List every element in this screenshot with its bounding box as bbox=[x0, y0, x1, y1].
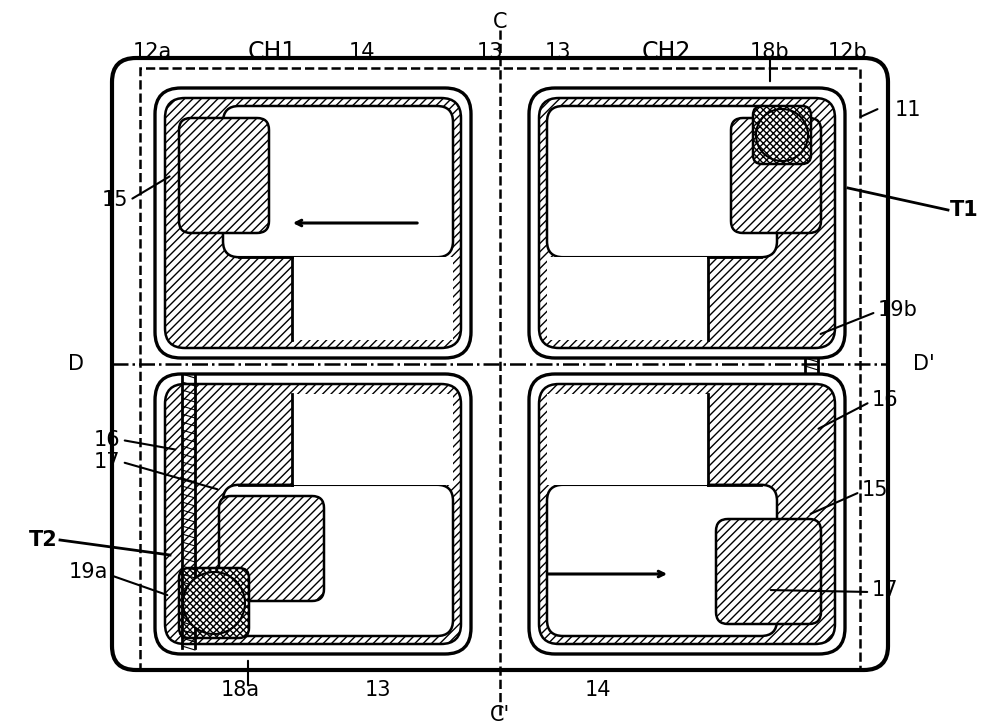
FancyBboxPatch shape bbox=[219, 496, 324, 601]
FancyBboxPatch shape bbox=[547, 106, 777, 257]
Text: 11: 11 bbox=[895, 100, 921, 120]
Text: 19a: 19a bbox=[69, 562, 108, 582]
Text: D: D bbox=[68, 354, 84, 374]
FancyBboxPatch shape bbox=[539, 98, 835, 348]
FancyBboxPatch shape bbox=[539, 384, 835, 644]
FancyBboxPatch shape bbox=[529, 374, 845, 654]
Text: 18b: 18b bbox=[750, 42, 790, 62]
Text: 15: 15 bbox=[862, 480, 889, 500]
FancyBboxPatch shape bbox=[529, 88, 845, 358]
Text: 18a: 18a bbox=[220, 680, 260, 700]
FancyBboxPatch shape bbox=[223, 485, 453, 636]
Polygon shape bbox=[292, 257, 453, 340]
Polygon shape bbox=[547, 394, 708, 485]
Circle shape bbox=[183, 572, 245, 634]
FancyBboxPatch shape bbox=[179, 568, 249, 638]
Text: C: C bbox=[493, 12, 507, 32]
FancyBboxPatch shape bbox=[731, 118, 821, 233]
Text: D': D' bbox=[913, 354, 935, 374]
Text: 13: 13 bbox=[545, 42, 571, 62]
Text: 13: 13 bbox=[365, 680, 391, 700]
Text: C': C' bbox=[490, 705, 510, 725]
Text: T2: T2 bbox=[29, 530, 58, 550]
FancyBboxPatch shape bbox=[155, 88, 471, 358]
FancyBboxPatch shape bbox=[112, 58, 888, 670]
Text: 14: 14 bbox=[585, 680, 611, 700]
FancyBboxPatch shape bbox=[179, 118, 269, 233]
Polygon shape bbox=[292, 394, 453, 485]
FancyBboxPatch shape bbox=[716, 519, 821, 624]
Text: 15: 15 bbox=[102, 190, 128, 210]
Text: 16: 16 bbox=[872, 390, 899, 410]
Text: 13: 13 bbox=[477, 42, 503, 62]
Text: 12b: 12b bbox=[828, 42, 868, 62]
FancyBboxPatch shape bbox=[223, 106, 453, 257]
Circle shape bbox=[756, 109, 808, 161]
Text: 12a: 12a bbox=[132, 42, 172, 62]
FancyBboxPatch shape bbox=[547, 485, 777, 636]
Text: 14: 14 bbox=[349, 42, 375, 62]
Text: 16: 16 bbox=[93, 430, 120, 450]
FancyBboxPatch shape bbox=[165, 98, 461, 348]
Polygon shape bbox=[547, 257, 708, 340]
FancyBboxPatch shape bbox=[155, 374, 471, 654]
Text: T1: T1 bbox=[950, 200, 979, 220]
FancyBboxPatch shape bbox=[165, 384, 461, 644]
Text: CH2: CH2 bbox=[641, 40, 691, 64]
Text: CH1: CH1 bbox=[247, 40, 297, 64]
Text: 19b: 19b bbox=[878, 300, 918, 320]
FancyBboxPatch shape bbox=[753, 106, 811, 164]
Text: 17: 17 bbox=[872, 580, 898, 600]
Text: 17: 17 bbox=[94, 452, 120, 472]
